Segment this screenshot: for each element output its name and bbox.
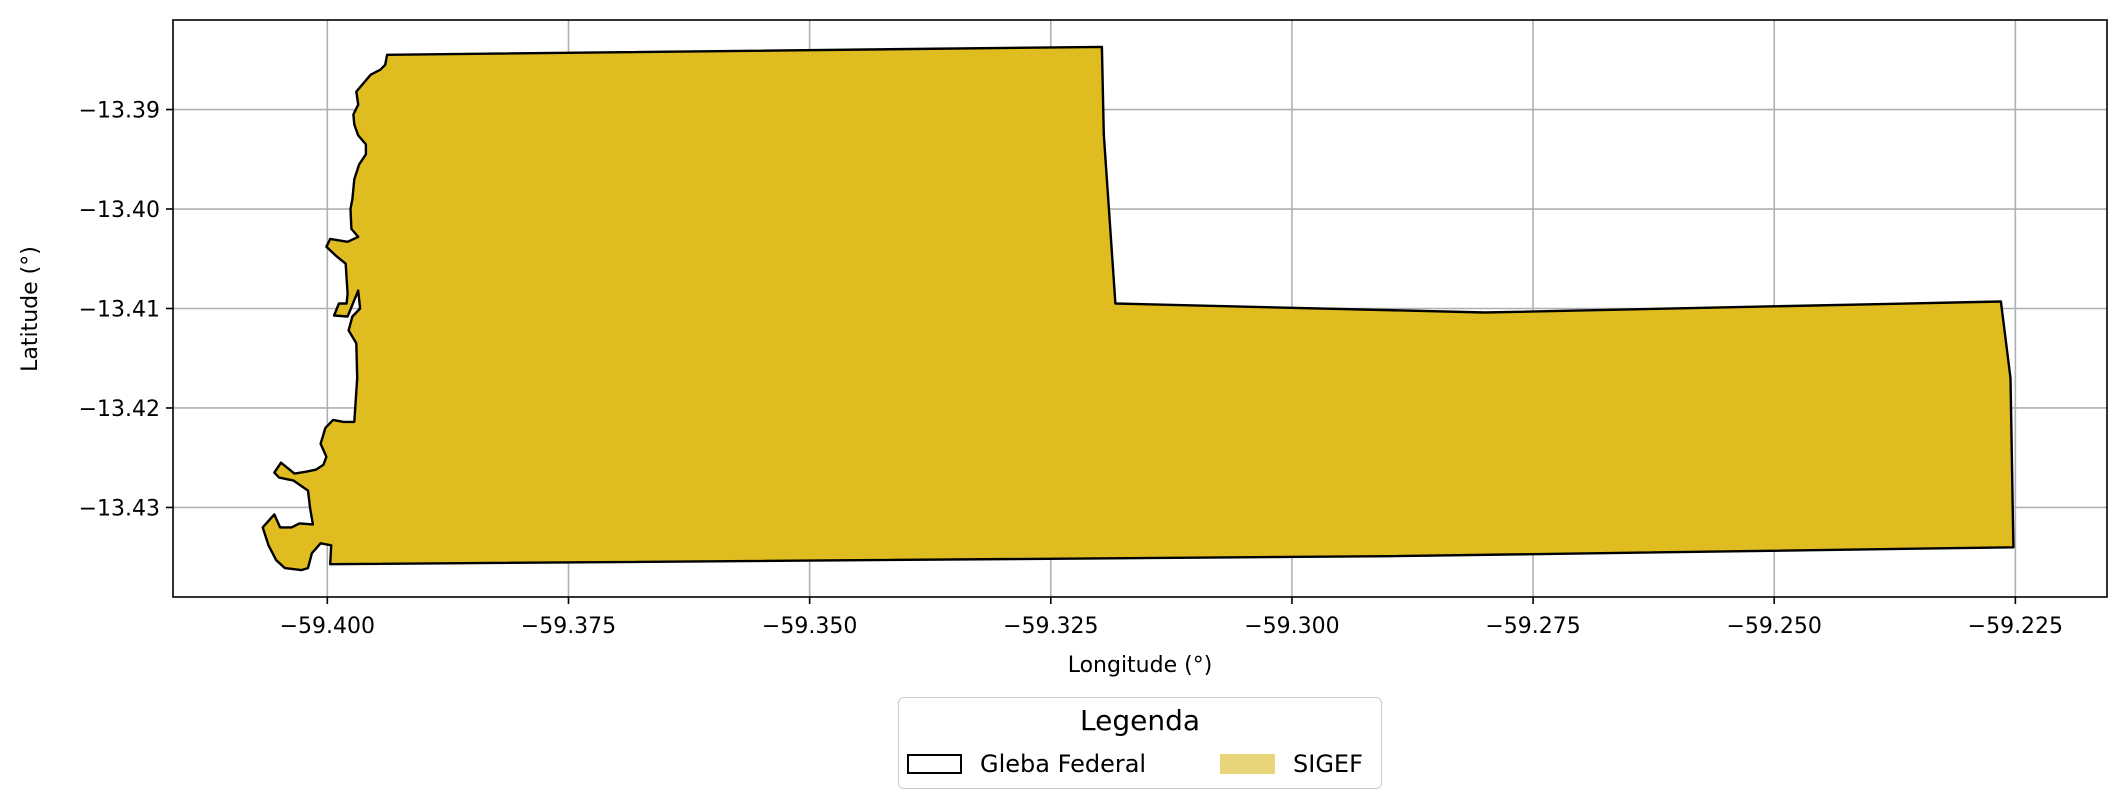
y-tick-label: −13.42 [79,397,160,422]
x-tick-label: −59.250 [1727,614,1822,639]
legend-label-gleba-federal: Gleba Federal [980,750,1147,778]
legend: Legenda Gleba Federal SIGEF [898,697,1382,789]
x-tick-label: −59.375 [521,614,616,639]
x-axis-label: Longitude (°) [1068,653,1213,678]
legend-title: Legenda [1079,704,1200,737]
y-axis-ticks: −13.39 −13.40 −13.41 −13.42 −13.43 [79,99,173,521]
legend-item-sigef: SIGEF [1220,750,1363,778]
y-tick-label: −13.41 [79,298,160,323]
legend-item-gleba-federal: Gleba Federal [907,750,1146,778]
x-axis-ticks: −59.400 −59.375 −59.350 −59.325 −59.300 −59.2… [280,597,2063,639]
y-axis-label: Latitude (°) [18,246,43,372]
gleba-federal-polygon [261,45,2015,572]
y-tick-label: −13.43 [79,496,160,521]
x-tick-label: −59.400 [280,614,375,639]
x-tick-label: −59.350 [762,614,857,639]
x-tick-label: −59.300 [1244,614,1339,639]
legend-label-sigef: SIGEF [1293,750,1363,778]
x-tick-label: −59.275 [1485,614,1580,639]
x-tick-label: −59.325 [1003,614,1098,639]
y-tick-label: −13.39 [79,99,160,124]
y-tick-label: −13.40 [79,198,160,223]
legend-swatch-outline [907,754,962,774]
x-tick-label: −59.225 [1968,614,2063,639]
legend-swatch-fill [1220,754,1275,774]
